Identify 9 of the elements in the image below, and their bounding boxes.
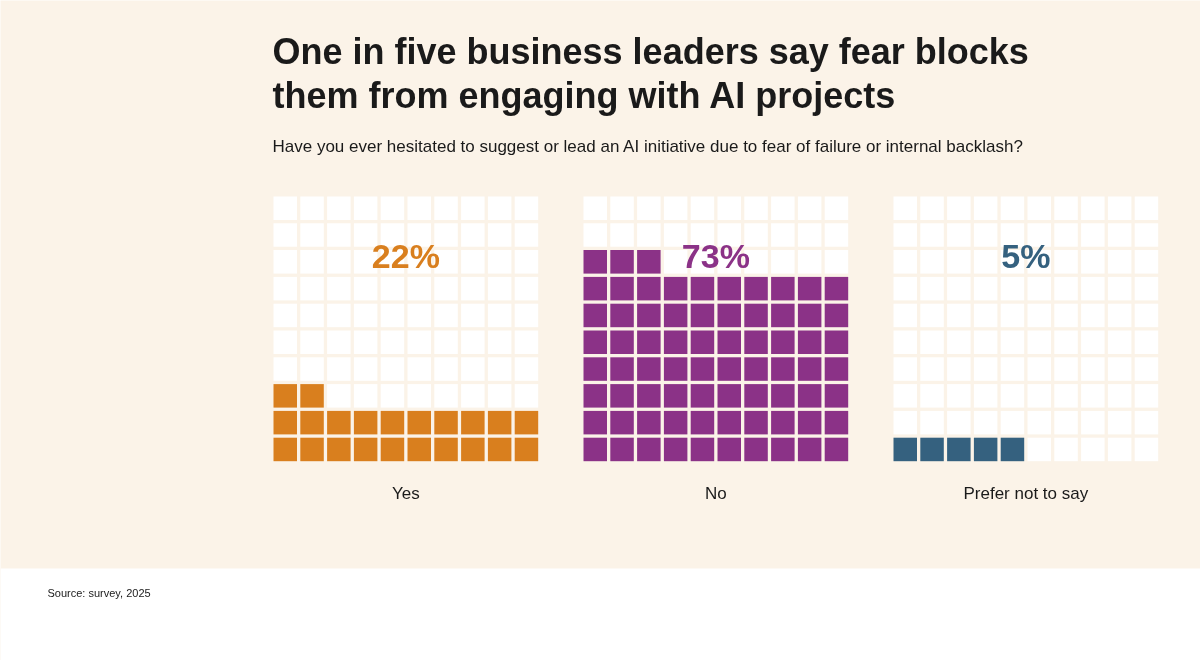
text: One in five business leaders say fear blocks them from engaging with AI projects	[272, 30, 1029, 116]
data-label: 73%	[681, 236, 750, 275]
data-label: 22%	[371, 236, 440, 275]
source-note: Source: survey, 2025	[47, 586, 151, 599]
category-label: Yes	[391, 484, 420, 503]
text: Have you ever hesitated to suggest or lead an AI initiative due to fear of failure or internal backlash?	[272, 137, 1023, 156]
category-label: No	[704, 484, 727, 503]
data-label: 5%	[1001, 236, 1051, 275]
category-label: Prefer not to say	[963, 484, 1089, 503]
